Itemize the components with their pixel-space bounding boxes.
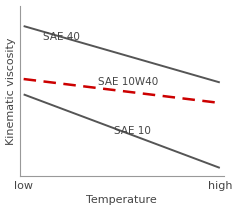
X-axis label: Temperature: Temperature	[86, 195, 157, 206]
Y-axis label: Kinematic viscosity: Kinematic viscosity	[5, 37, 15, 145]
Text: SAE 10W40: SAE 10W40	[98, 77, 159, 87]
Text: SAE 40: SAE 40	[43, 32, 80, 42]
Text: SAE 10: SAE 10	[114, 126, 151, 136]
